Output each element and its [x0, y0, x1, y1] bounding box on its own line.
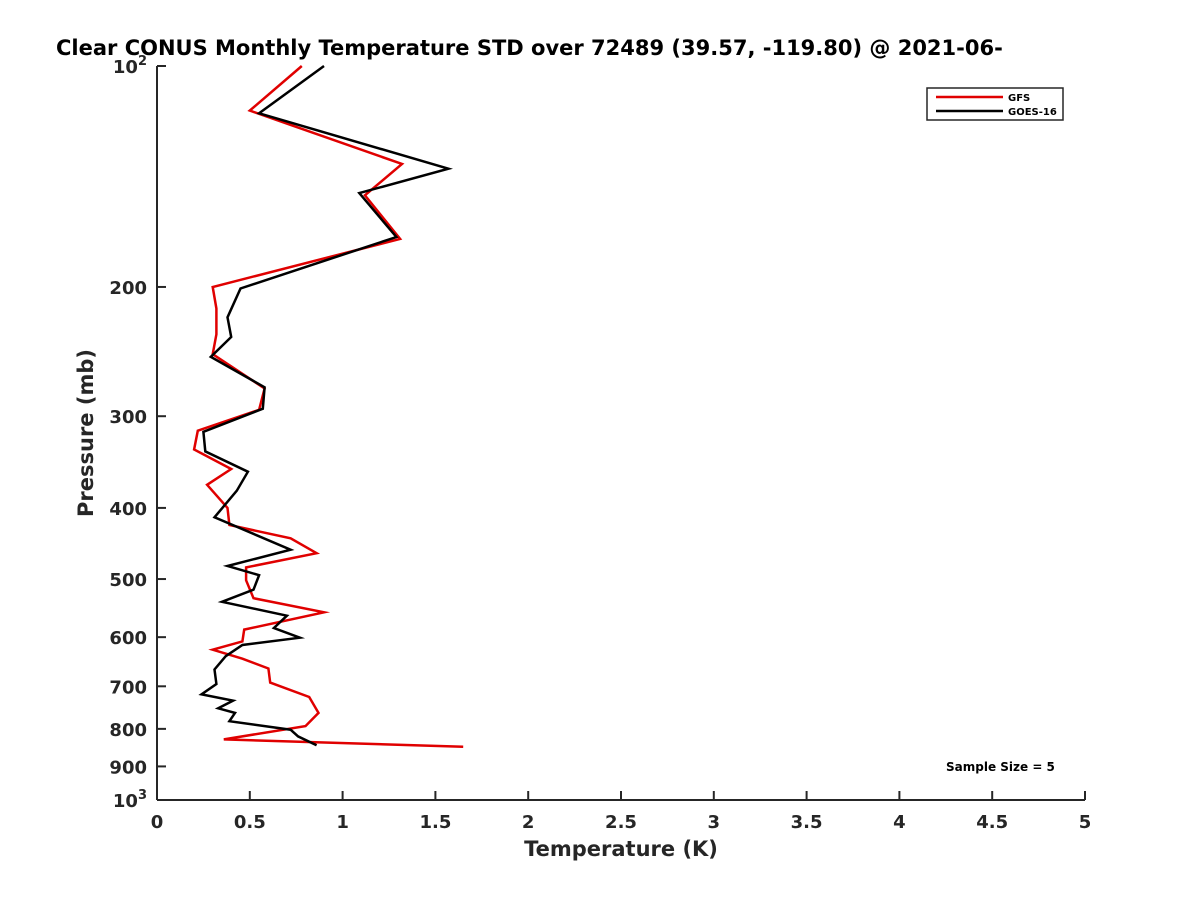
x-axis-label: Temperature (K) — [524, 837, 718, 861]
legend-label-gfs: GFS — [1008, 93, 1030, 104]
x-tick-label: 0 — [151, 812, 164, 833]
y-tick-label: 102 — [113, 54, 147, 78]
x-tick-label: 3 — [708, 812, 721, 833]
x-tick-label: 2 — [522, 812, 535, 833]
axes: 0 0.5 1 1.5 2 2.5 3 3.5 4 4.5 5 102 200 300 400 500 600 7… — [109, 54, 1091, 833]
x-tick-label: 4.5 — [976, 812, 1008, 833]
legend-label-goes-16: GOES-16 — [1008, 107, 1057, 118]
x-tick-label: 0.5 — [234, 812, 266, 833]
y-tick-label: 103 — [113, 788, 147, 812]
y-tick-label: 700 — [109, 677, 147, 698]
y-tick-label: 800 — [109, 720, 147, 741]
y-tick-label: 900 — [109, 757, 147, 778]
legend-box — [926, 87, 1064, 121]
sample-size-annotation: Sample Size = 5 — [946, 760, 1055, 774]
y-tick-label: 600 — [109, 628, 147, 649]
y-tick-label: 300 — [109, 407, 147, 428]
y-tick-label: 500 — [109, 570, 147, 591]
y-tick-label: 200 — [109, 278, 147, 299]
y-tick-label: 400 — [109, 499, 147, 520]
legend: GFS GOES-16 — [926, 87, 1064, 121]
x-tick-label: 4 — [893, 812, 906, 833]
x-tick-label: 1 — [336, 812, 349, 833]
x-tick-label: 3.5 — [791, 812, 823, 833]
series-line-goes-16 — [198, 64, 453, 747]
chart-title: Clear CONUS Monthly Temperature STD over… — [56, 36, 1003, 60]
series-layer — [192, 64, 464, 748]
series-line-gfs — [192, 65, 464, 748]
y-axis-label: Pressure (mb) — [74, 349, 98, 517]
x-tick-label: 5 — [1079, 812, 1092, 833]
x-tick-label: 2.5 — [605, 812, 637, 833]
x-tick-label: 1.5 — [419, 812, 451, 833]
